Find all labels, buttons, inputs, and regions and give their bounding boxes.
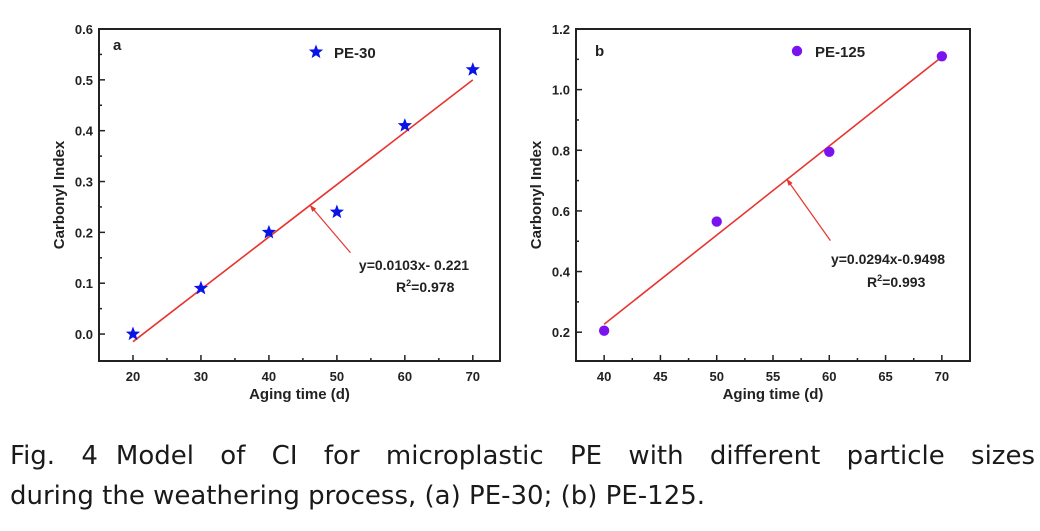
caption-line-2: during the weathering process, (a) PE-30…	[10, 481, 706, 511]
x-tick-label: 60	[398, 369, 412, 384]
figure-canvas: 20 30 40 50 60 70 0.0 0.1 0.2 0.3 0.4 0.5 0.6 Aging t…	[51, 22, 971, 403]
fit-equation-label: y=0.0294x-0.9498	[831, 251, 945, 267]
x-tick-label: 70	[466, 369, 480, 384]
legend-marker-circle	[791, 45, 803, 57]
y-axis-title: Carbonyl Index	[528, 140, 545, 249]
plot-frame	[575, 28, 971, 362]
y-tick-label: 0.3	[75, 175, 93, 190]
x-tick-label: 20	[126, 369, 140, 384]
chart-panel-b: 40 45 50 55 60 65 70 0.2 0.4 0.6 0.8 1.0 1.2 Aging ti…	[528, 22, 971, 403]
plot-frame	[98, 28, 501, 362]
x-tick-label: 55	[766, 369, 780, 384]
figure-number: Fig. 4	[10, 441, 98, 471]
y-tick-label: 0.8	[552, 143, 570, 158]
x-tick-label: 45	[653, 369, 667, 384]
fit-line	[603, 56, 943, 325]
fit-equation-label: y=0.0103x- 0.221	[359, 257, 469, 273]
annotation-arrow-line	[309, 204, 351, 254]
data-point-circle	[824, 146, 835, 157]
data-point-circle	[598, 325, 610, 336]
x-tick-label: 50	[709, 369, 723, 384]
y-tick-label: 0.1	[75, 276, 93, 291]
caption-line-1: Fig. 4 Model of CI for microplastic PE wi…	[10, 436, 1035, 476]
legend-marker-star	[308, 44, 324, 59]
y-tick-label: 0.4	[75, 124, 94, 139]
x-axis-title: Aging time (d)	[249, 386, 350, 403]
chart-panel-a: 20 30 40 50 60 70 0.0 0.1 0.2 0.3 0.4 0.5 0.6 Aging t…	[51, 22, 501, 403]
y-axis-title: Carbonyl Index	[51, 140, 68, 249]
fit-line	[132, 79, 474, 343]
annotation-arrow-head	[309, 204, 317, 212]
data-point-circle	[711, 216, 722, 227]
x-tick-label: 50	[330, 369, 344, 384]
y-tick-label: 1.0	[552, 83, 570, 98]
y-tick-label: 1.2	[552, 22, 570, 37]
annotation-arrow-line	[786, 178, 831, 241]
data-point-star	[465, 62, 480, 76]
y-tick-label: 0.0	[75, 327, 93, 342]
legend-label: PE-30	[334, 45, 376, 62]
caption-text-1: Model of CI for microplastic PE with dif…	[115, 441, 1035, 471]
x-tick-label: 40	[262, 369, 276, 384]
x-tick-label: 65	[878, 369, 892, 384]
data-point-circle	[936, 51, 948, 62]
data-point-star	[261, 224, 277, 239]
panel-label: b	[595, 43, 604, 60]
x-tick-label: 70	[935, 369, 949, 384]
figure-caption: Fig. 4 Model of CI for microplastic PE wi…	[10, 436, 1035, 516]
x-axis-title: Aging time (d)	[723, 386, 824, 403]
y-tick-label: 0.2	[75, 225, 93, 240]
panel-label: a	[113, 37, 122, 54]
x-tick-label: 40	[597, 369, 611, 384]
y-tick-label: 0.6	[552, 204, 570, 219]
r-squared-label: R2=0.978	[396, 278, 455, 295]
annotation-arrow-head	[786, 178, 793, 186]
x-tick-label: 60	[822, 369, 836, 384]
data-point-star	[193, 280, 209, 295]
y-tick-label: 0.2	[552, 325, 570, 340]
x-tick-label: 30	[194, 369, 208, 384]
y-tick-label: 0.5	[75, 73, 93, 88]
legend-label: PE-125	[815, 44, 865, 61]
y-tick-label: 0.6	[75, 22, 93, 37]
r-squared-label: R2=0.993	[867, 273, 926, 290]
y-tick-label: 0.4	[552, 265, 571, 280]
data-point-star	[329, 204, 345, 219]
data-point-star	[125, 326, 141, 341]
data-point-star	[397, 118, 412, 132]
